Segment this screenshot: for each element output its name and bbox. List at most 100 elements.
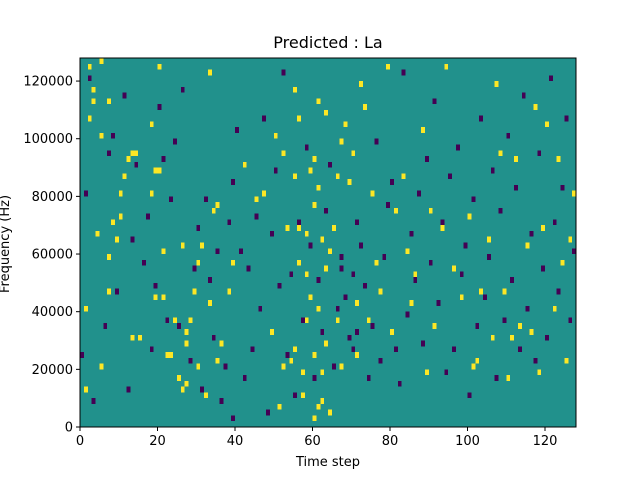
heatmap-cell-high [347,179,352,185]
heatmap-cell-high [87,63,92,70]
y-axis: 0 20000 40000 60000 80000 100000 120000 [23,75,80,436]
heatmap-cell-high [351,150,356,157]
heatmap-cell-high [355,300,359,306]
plot-area [79,57,577,428]
heatmap-cell-high [312,202,317,208]
heatmap-cell-high [285,225,290,231]
x-axis: 0 20 40 60 80 100 120 [76,427,557,449]
heatmap-cell-low [355,219,359,226]
heatmap-cell-high [180,242,185,249]
heatmap-cell-low [401,69,406,76]
heatmap-cell-low [145,213,150,220]
heatmap-cell-low [506,132,511,139]
heatmap-cell-high [130,150,135,157]
heatmap-cell-high [297,115,301,122]
heatmap-cell-low [572,248,576,255]
heatmap-cell-high [157,63,162,70]
heatmap-cell-high [324,340,328,347]
heatmap-cell-low [87,75,92,82]
heatmap-cell-low [533,357,538,364]
heatmap-cell-low [444,369,449,376]
heatmap-cell-high [316,305,321,312]
heatmap-cell-low [331,363,336,370]
heatmap-cell-high [91,86,96,93]
heatmap-cell-high [401,173,406,180]
heatmap-cell-low [142,259,146,266]
heatmap-cell-low [374,138,379,145]
heatmap-cell-high [552,305,557,312]
heatmap-cell-high [405,248,410,255]
heatmap-cell-low [161,156,166,162]
heatmap-cell-low [525,305,530,312]
heatmap-cell-high [300,369,305,376]
heatmap-cell-low [370,323,375,329]
heatmap-cell-high [378,288,383,295]
heatmap-cell-high [514,156,518,162]
heatmap-cell-high [490,334,495,341]
heatmap-cell-high [87,115,92,122]
heatmap-cell-high [328,409,332,416]
heatmap-cell-high [165,352,170,358]
heatmap-cell-high [173,317,177,324]
y-tick-label: 120000 [23,75,73,90]
heatmap-cell-high [359,81,363,87]
heatmap-cell-high [421,127,425,133]
heatmap-cell-low [200,386,204,393]
heatmap-cell-high [506,375,511,381]
heatmap-cell-low [552,219,557,226]
heatmap-cell-high [572,190,576,197]
heatmap-cell-low [471,196,476,203]
heatmap-cell-low [227,219,232,226]
heatmap-cell-low [548,75,553,82]
heatmap-cell-low [452,346,456,353]
heatmap-cell-high [525,242,530,249]
heatmap-cell-low [343,294,348,301]
heatmap-cell-low [397,380,402,387]
heatmap-cell-high [390,328,394,335]
heatmap-cell-high [308,294,313,301]
heatmap-cell-low [514,184,518,191]
heatmap-cell-low [277,282,282,289]
heatmap-cell-low [498,207,503,214]
heatmap-cell-high [541,225,545,231]
heatmap-cell-low [281,69,286,76]
heatmap-cell-low [157,104,162,110]
heatmap-cell-high [537,369,542,376]
heatmap-cell-low [541,265,545,272]
heatmap-cell-high [211,207,216,214]
heatmap-cell-high [188,317,193,324]
heatmap-cell-high [335,317,340,324]
heatmap-cell-low [107,150,111,157]
y-tick-label: 20000 [32,363,73,378]
heatmap-cell-low [308,242,313,249]
heatmap-cell-high [130,334,135,341]
heatmap-cell-low [510,277,514,283]
heatmap-cell-high [459,294,464,301]
heatmap-cell-low [273,167,278,174]
heatmap-cell-low [238,248,243,255]
heatmap-cell-high [281,363,286,370]
heatmap-cell-high [297,225,301,231]
heatmap-cell-high [207,300,212,306]
heatmap-cell-high [533,104,538,110]
heatmap-cell-low [204,196,208,203]
heatmap-cell-low [258,305,263,312]
heatmap-cell-high [502,288,507,295]
heatmap-cell-low [149,346,154,353]
heatmap-cell-low [192,265,197,272]
heatmap-cell-high [304,317,309,324]
heatmap-cell-high [293,86,297,93]
heatmap-cell-high [374,259,379,266]
heatmap-cell-low [366,375,371,381]
heatmap-cell-low [180,86,185,93]
heatmap-cell-low [254,213,259,220]
heatmap-cell-low [83,190,88,197]
heatmap-cell-high [153,167,158,174]
heatmap-cell-low [312,375,317,381]
heatmap-cell-low [103,323,108,329]
heatmap-cell-low [339,254,344,260]
heatmap-cell-low [122,92,127,99]
heatmap-cell-low [235,127,239,133]
heatmap-cell-low [324,207,328,214]
heatmap-cell-low [300,317,305,324]
